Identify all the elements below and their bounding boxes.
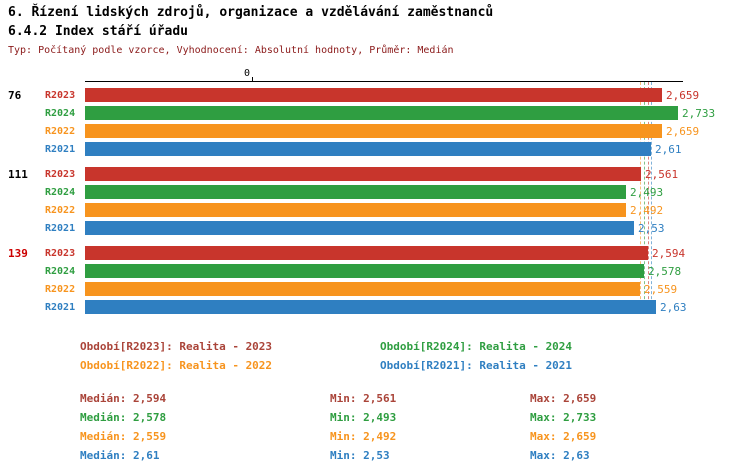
x-axis-tick	[252, 77, 253, 82]
legend-item-r2022: Období[R2022]: Realita - 2022	[80, 359, 273, 372]
stat-median-r2021: Medián: 2,61	[80, 449, 160, 462]
bar-r2022	[85, 124, 662, 138]
bar-row: R2024 2,493	[0, 185, 750, 199]
bar-value-label: 2,493	[630, 185, 664, 199]
chart-subtitle: 6.4.2 Index stáří úřadu	[8, 24, 189, 39]
bar-value-label: 2,578	[648, 264, 682, 278]
series-label: R2022	[45, 283, 76, 295]
legend-item-r2023: Období[R2023]: Realita - 2023	[80, 340, 273, 353]
stat-max-r2022: Max: 2,659	[530, 430, 597, 443]
legend-item-r2024: Období[R2024]: Realita - 2024	[380, 340, 573, 353]
bar-r2023	[85, 246, 648, 260]
legend-item-r2021: Období[R2021]: Realita - 2021	[380, 359, 573, 372]
series-label: R2024	[45, 107, 76, 119]
median-line-r2022	[640, 82, 641, 314]
stat-min-r2023: Min: 2,561	[330, 392, 397, 405]
series-label: R2022	[45, 125, 76, 137]
series-label: R2024	[45, 186, 76, 198]
chart-meta: Typ: Počítaný podle vzorce, Vyhodnocení:…	[8, 45, 454, 56]
bar-value-label: 2,733	[682, 106, 716, 120]
bar-r2021	[85, 300, 656, 314]
bar-row: R2022 2,492	[0, 203, 750, 217]
bar-row: R2021 2,53	[0, 221, 750, 235]
series-label: R2021	[45, 222, 76, 234]
series-label: R2022	[45, 204, 76, 216]
stat-max-r2023: Max: 2,659	[530, 392, 597, 405]
bar-value-label: 2,492	[630, 203, 664, 217]
stat-min-r2024: Min: 2,493	[330, 411, 397, 424]
page-title: 6. Řízení lidských zdrojů, organizace a …	[8, 5, 494, 20]
stat-max-r2024: Max: 2,733	[530, 411, 597, 424]
median-line-r2024	[644, 82, 645, 314]
median-line-r2023	[648, 82, 649, 314]
stat-min-r2022: Min: 2,492	[330, 430, 397, 443]
bar-value-label: 2,659	[666, 88, 700, 102]
bar-value-label: 2,53	[638, 221, 665, 235]
series-label: R2023	[45, 89, 76, 101]
stats-table: Medián: 2,594 Min: 2,561 Max: 2,659 Medi…	[80, 392, 750, 462]
group-label: 76	[8, 88, 22, 102]
bar-r2024	[85, 185, 626, 199]
group-label: 139	[8, 246, 28, 260]
group-label: 111	[8, 167, 28, 181]
series-label: R2021	[45, 301, 76, 313]
bar-row: R2024 2,578	[0, 264, 750, 278]
legend: Období[R2023]: Realita - 2023 Období[R20…	[80, 340, 680, 372]
stat-min-r2021: Min: 2,53	[330, 449, 390, 462]
bar-r2022	[85, 282, 640, 296]
bar-value-label: 2,594	[652, 246, 686, 260]
bar-value-label: 2,561	[645, 167, 679, 181]
bar-row: R2022 2,559	[0, 282, 750, 296]
bar-value-label: 2,659	[666, 124, 700, 138]
bar-r2024	[85, 264, 644, 278]
series-label: R2024	[45, 265, 76, 277]
bar-row: R2021 2,63	[0, 300, 750, 314]
bar-row: 76 R2023 2,659	[0, 88, 750, 102]
bar-r2022	[85, 203, 626, 217]
bar-value-label: 2,63	[660, 300, 687, 314]
bar-row: 139 R2023 2,594	[0, 246, 750, 260]
x-axis-line	[85, 81, 683, 82]
median-line-r2021	[651, 82, 652, 314]
stat-median-r2024: Medián: 2,578	[80, 411, 167, 424]
bar-row: R2021 2,61	[0, 142, 750, 156]
bar-chart: 0 76 R2023 2,659 R2024 2,733 R2022 2,659 R2021 2,…	[0, 68, 750, 330]
bar-value-label: 2,559	[644, 282, 678, 296]
bar-r2021	[85, 221, 634, 235]
bar-row: R2022 2,659	[0, 124, 750, 138]
bar-r2023	[85, 167, 641, 181]
stat-max-r2021: Max: 2,63	[530, 449, 590, 462]
series-label: R2023	[45, 247, 76, 259]
stat-median-r2022: Medián: 2,559	[80, 430, 167, 443]
bar-r2021	[85, 142, 651, 156]
series-label: R2023	[45, 168, 76, 180]
stat-median-r2023: Medián: 2,594	[80, 392, 167, 405]
bar-value-label: 2,61	[655, 142, 682, 156]
bar-row: R2024 2,733	[0, 106, 750, 120]
series-label: R2021	[45, 143, 76, 155]
bar-row: 111 R2023 2,561	[0, 167, 750, 181]
bar-r2024	[85, 106, 678, 120]
x-axis-zero-label: 0	[244, 68, 251, 79]
bar-r2023	[85, 88, 662, 102]
